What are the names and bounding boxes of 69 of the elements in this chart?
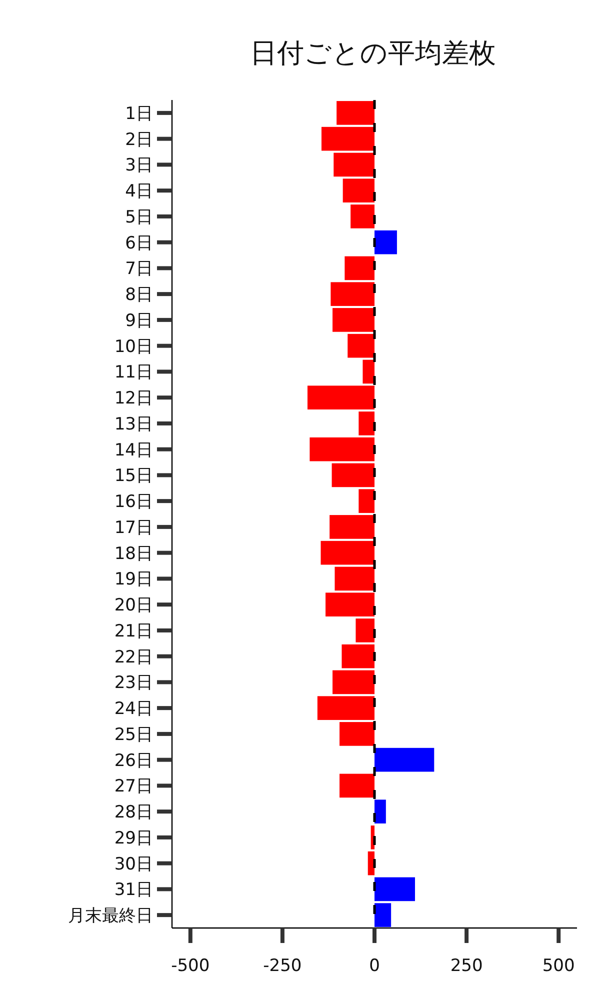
bar [332,670,374,694]
bar [332,463,374,488]
bar [368,851,374,876]
x-tick-label: -500 [171,956,210,976]
bar [374,877,415,902]
bar [336,101,374,125]
bar [330,282,374,306]
bar [374,800,386,824]
bar [342,178,374,202]
bar [348,334,374,358]
y-tick-label: 23日 [114,673,153,694]
y-tick-label: 9日 [125,310,153,331]
y-tick-label: 20日 [114,596,153,616]
y-tick-label: 21日 [114,621,153,642]
y-tick-label: 25日 [114,724,153,745]
x-tick-label: 250 [450,956,483,976]
x-tick-label: 500 [542,956,575,976]
y-tick-label: 7日 [125,259,153,280]
bar [310,437,374,462]
bar [374,230,397,254]
bar [356,618,374,642]
y-tick-label: 10日 [114,336,153,357]
bar [358,489,374,513]
bar [317,696,374,720]
y-tick-label: 29日 [114,828,153,848]
bar [362,360,374,384]
bar [340,774,374,798]
bar [374,748,434,772]
bar [374,903,392,927]
y-tick-label: 26日 [114,750,153,771]
y-tick-label: 4日 [125,182,153,202]
x-tick-label: -250 [263,956,302,976]
y-tick-label: 27日 [114,776,153,797]
bar [330,515,374,539]
bar [320,540,374,565]
chart-title: 日付ごとの平均差枚 [250,38,496,69]
y-tick-label: 8日 [125,285,153,306]
y-tick-label: 28日 [114,802,153,823]
y-tick-label: 15日 [114,466,153,486]
y-tick-label: 2日 [125,130,153,150]
y-tick-label: 22日 [114,647,153,668]
bar [350,204,374,228]
bar [342,644,374,668]
y-tick-label: 17日 [114,518,153,538]
bar [358,412,374,436]
y-tick-label: 3日 [125,156,153,176]
y-tick-label: 30日 [114,854,153,874]
bar [326,592,374,616]
y-tick-label: 19日 [114,570,153,590]
x-tick-label: 0 [369,956,380,976]
y-tick-label: 18日 [114,544,153,564]
bar [334,152,374,177]
bar [307,386,374,410]
y-tick-label: 12日 [114,388,153,409]
bar [340,722,374,746]
y-tick-label: 5日 [125,207,153,228]
y-tick-label: 6日 [125,233,153,254]
y-tick-label: 月末最終日 [68,906,153,926]
bar [321,126,374,151]
y-tick-label: 13日 [114,414,153,434]
bar [334,566,374,591]
y-tick-label: 31日 [114,880,153,900]
y-tick-label: 16日 [114,492,153,512]
bar [332,308,374,332]
y-tick-label: 11日 [114,362,153,383]
y-tick-label: 24日 [114,699,153,720]
y-tick-label: 1日 [125,104,153,124]
y-tick-label: 14日 [114,440,153,460]
bar [344,256,374,280]
